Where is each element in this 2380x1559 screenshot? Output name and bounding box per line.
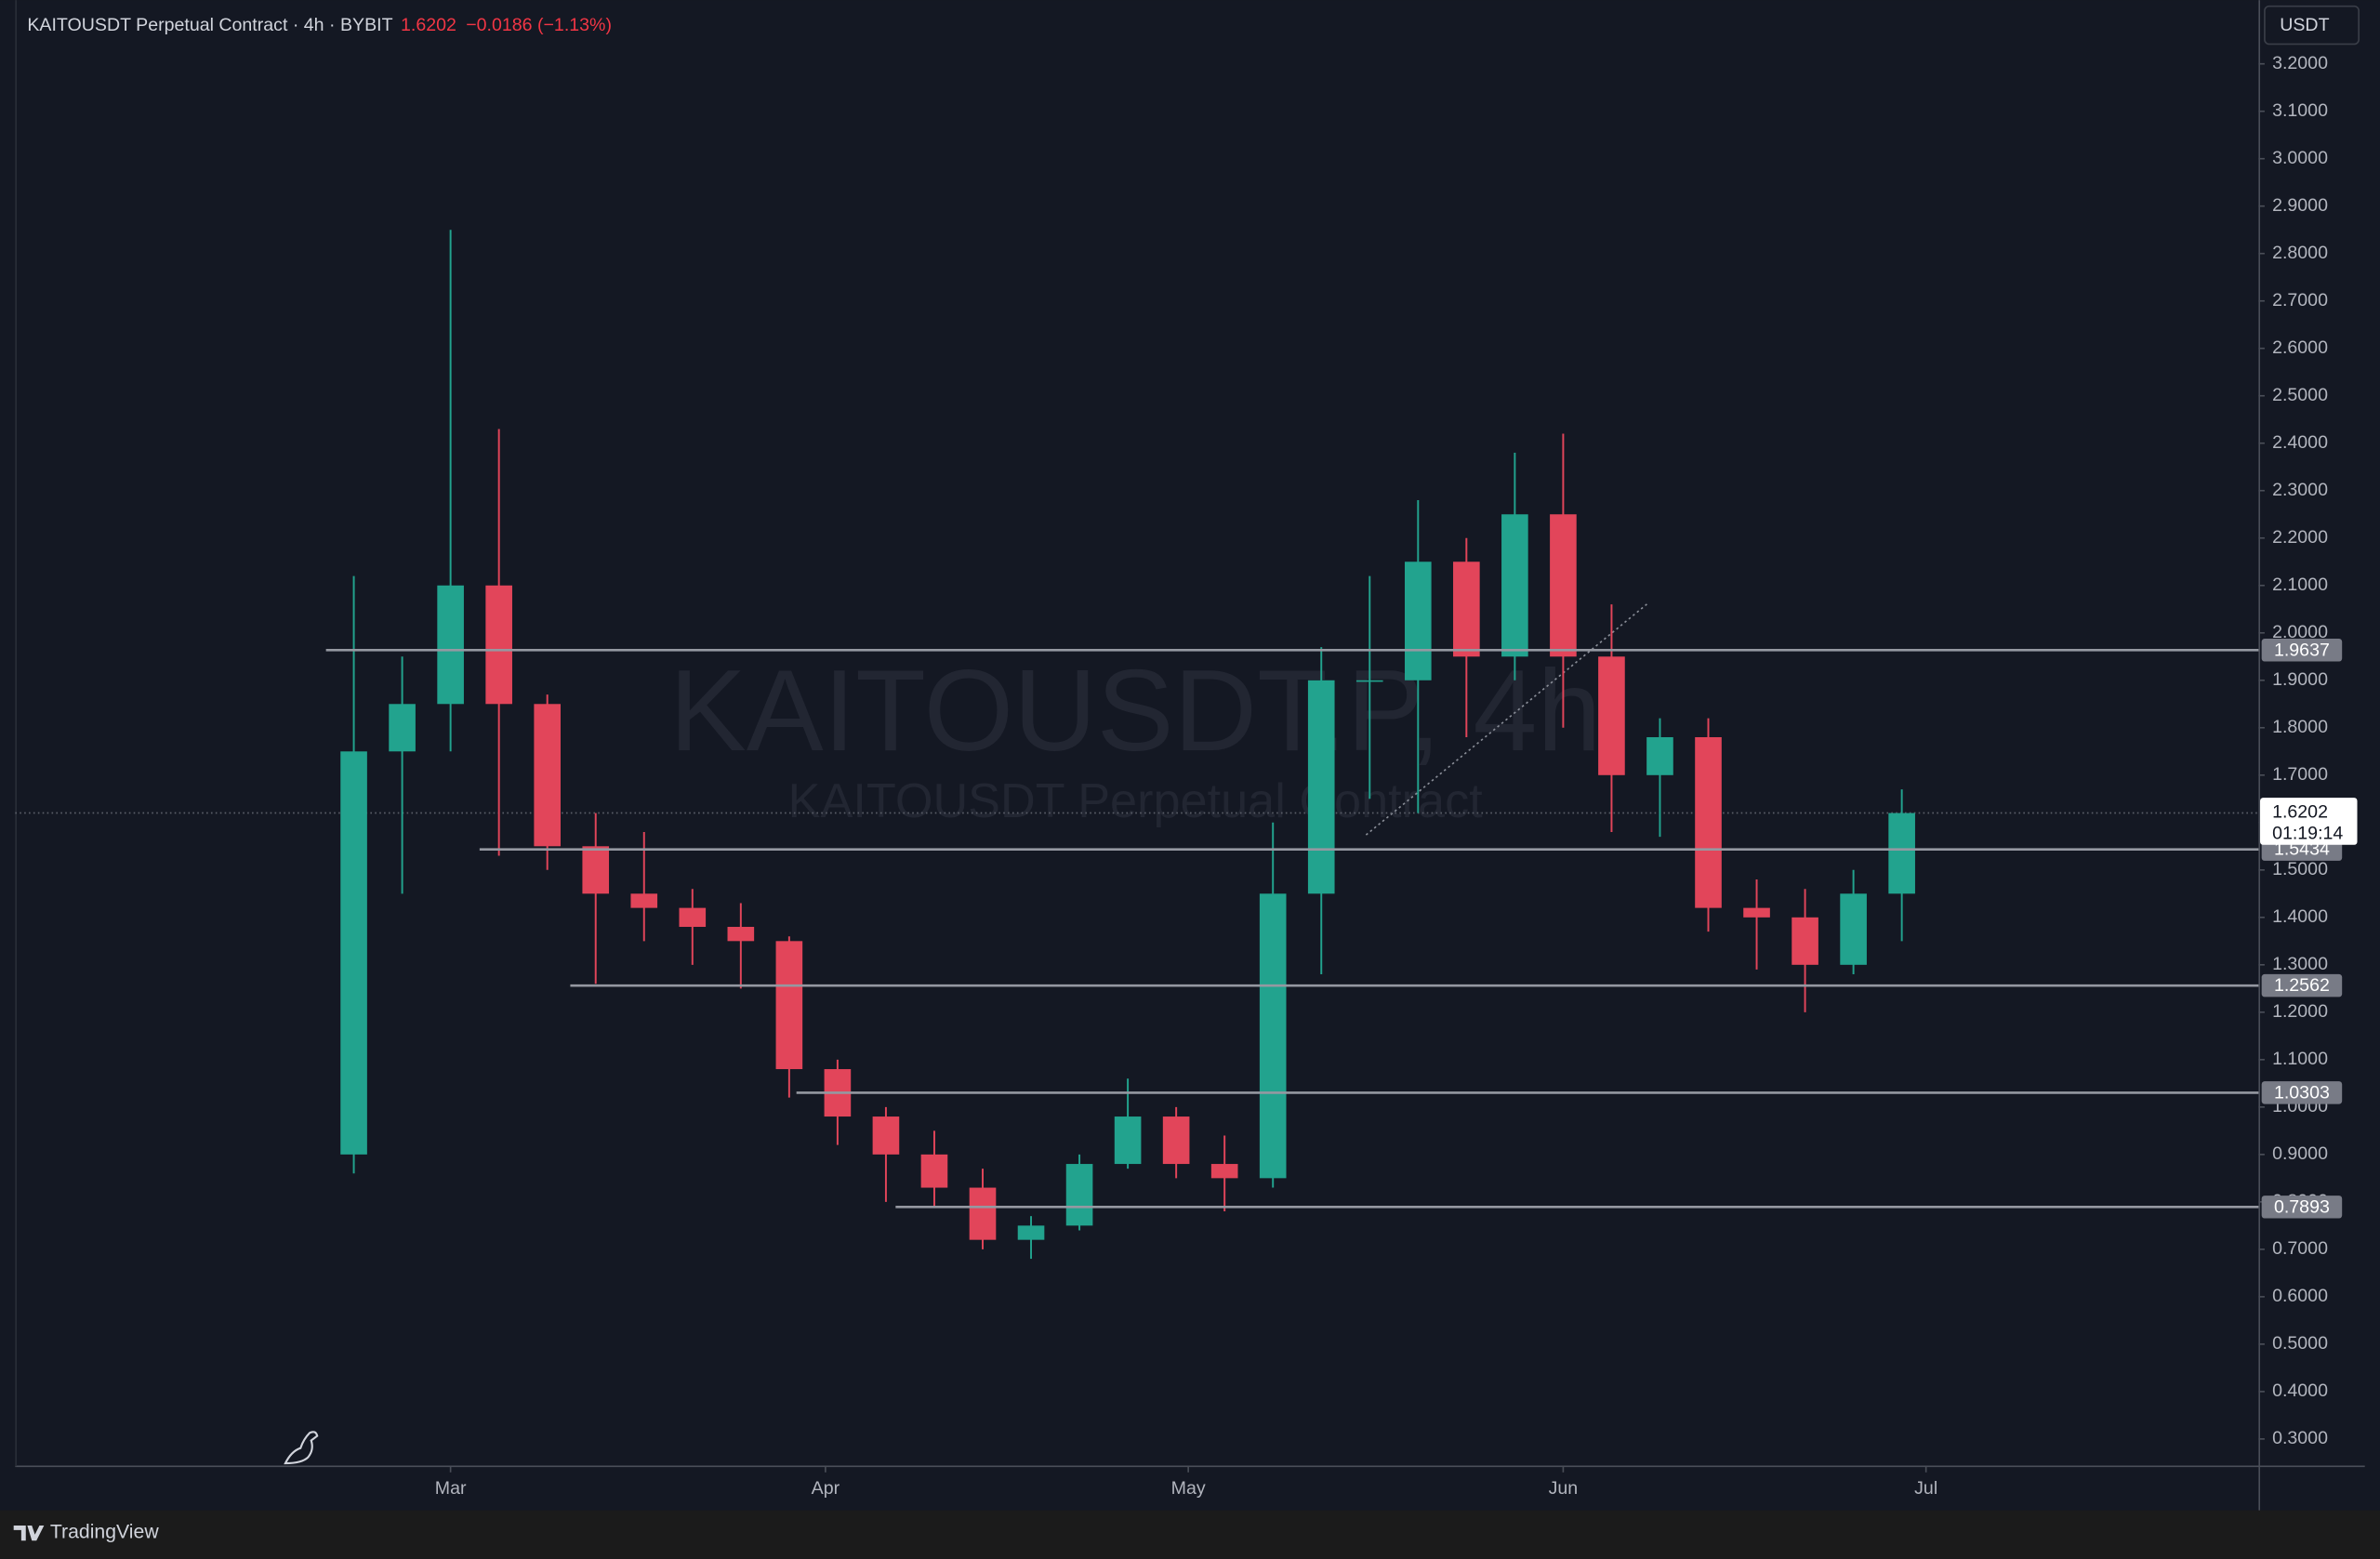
x-tick-label: Apr: [812, 1478, 840, 1499]
watermark-description: KAITOUSDT Perpetual Contract: [788, 774, 1484, 828]
y-tick-label: 2.6000: [2272, 337, 2328, 358]
level-label: 1.2562: [2274, 975, 2330, 996]
logo-mark: [13, 1525, 45, 1541]
level-label: 1.0303: [2274, 1082, 2330, 1103]
x-tick-label: May: [1171, 1478, 1206, 1499]
candle-body: [1792, 917, 1818, 965]
candle-body: [1888, 813, 1915, 894]
y-tick-label: 0.4000: [2272, 1381, 2328, 1401]
y-tick-label: 3.0000: [2272, 148, 2328, 168]
candle-body: [1598, 656, 1625, 775]
candle-body: [1355, 680, 1383, 682]
candle-body: [872, 1116, 900, 1155]
trend-line: [1365, 603, 1647, 836]
y-tick-label: 2.8000: [2272, 243, 2328, 263]
tv-logo: TradingView: [13, 1522, 159, 1543]
candle-body: [1840, 893, 1867, 965]
candle-body: [534, 704, 562, 847]
candle-body: [1162, 1116, 1190, 1165]
candle-body: [582, 846, 610, 894]
x-tick-label: Jun: [1549, 1478, 1579, 1499]
y-tick-label: 1.9000: [2272, 669, 2328, 690]
y-tick-label: 2.5000: [2272, 385, 2328, 405]
currency-button[interactable]: [2264, 5, 2360, 46]
candle-body: [1550, 514, 1577, 657]
currency-label[interactable]: USDT: [2280, 15, 2329, 35]
last-price-box: [2260, 798, 2358, 845]
y-tick-label: 1.7000: [2272, 764, 2328, 785]
last-price-label: 1.6202: [2272, 802, 2328, 823]
candle-body: [485, 585, 512, 705]
candle-body: [389, 704, 416, 752]
candle-body: [1646, 736, 1673, 775]
level-label-box: [2261, 973, 2343, 997]
candle-body: [920, 1154, 948, 1188]
y-tick-label: 0.9000: [2272, 1143, 2328, 1164]
y-tick-label: 0.3000: [2272, 1428, 2328, 1448]
brand: TradingView: [50, 1522, 159, 1543]
watermark-symbol: KAITOUSDT.P, 4h: [669, 647, 1601, 775]
countdown-label: 01:19:14: [2272, 824, 2343, 844]
level-label-box: [2261, 639, 2343, 662]
y-tick-label: 2.7000: [2272, 290, 2328, 310]
level-label: 0.7893: [2274, 1196, 2330, 1217]
candle-body: [437, 585, 464, 705]
x-tick-label: Mar: [435, 1478, 467, 1499]
y-tick-label: 1.3000: [2272, 954, 2328, 974]
candle-body: [340, 751, 367, 1155]
candle-body: [1501, 514, 1528, 657]
last-price: 1.6202: [401, 15, 456, 35]
y-tick-label: 2.1000: [2272, 575, 2328, 595]
candle-body: [1114, 1116, 1142, 1165]
y-tick-label: 1.4000: [2272, 906, 2328, 927]
mascot-icon: [284, 1431, 319, 1465]
y-tick-label: 1.1000: [2272, 1049, 2328, 1069]
y-tick-label: 0.6000: [2272, 1286, 2328, 1306]
y-tick-label: 2.4000: [2272, 432, 2328, 453]
y-tick-label: 1.8000: [2272, 717, 2328, 737]
candle-body: [775, 941, 803, 1070]
y-tick-label: 0.7000: [2272, 1238, 2328, 1259]
y-tick-label: 3.1000: [2272, 100, 2328, 121]
y-tick-label: 1.5000: [2272, 859, 2328, 879]
y-tick-label: 2.9000: [2272, 195, 2328, 216]
candle-body: [1210, 1164, 1238, 1179]
candle-body: [1695, 736, 1722, 908]
candle-body: [1307, 680, 1335, 894]
candle-body: [1017, 1225, 1045, 1240]
candle-body: [969, 1187, 997, 1240]
x-tick-label: Jul: [1914, 1478, 1937, 1499]
candle-body: [1453, 562, 1480, 657]
candle-body: [1065, 1164, 1093, 1226]
level-label-box: [2261, 1196, 2343, 1219]
y-tick-label: 3.2000: [2272, 53, 2328, 73]
y-tick-label: 0.5000: [2272, 1333, 2328, 1354]
y-tick-label: 2.3000: [2272, 480, 2328, 500]
price-change: −0.0186 (−1.13%): [466, 15, 612, 35]
candle-body: [679, 907, 707, 928]
candle-body: [1404, 562, 1432, 680]
candle-body: [1259, 893, 1287, 1179]
candle-body: [727, 927, 755, 942]
symbol-title: KAITOUSDT Perpetual Contract · 4h · BYBI…: [27, 15, 392, 35]
y-tick-label: 2.0000: [2272, 622, 2328, 642]
footer-bar: [0, 1510, 2380, 1559]
candle-body: [1743, 907, 1770, 918]
level-label-box: [2261, 1081, 2343, 1104]
level-label: 1.9637: [2274, 640, 2330, 660]
y-tick-label: 2.2000: [2272, 527, 2328, 548]
watermark: KAITOUSDT.P, 4h KAITOUSDT Perpetual Cont…: [669, 647, 1601, 828]
y-tick-label: 1.2000: [2272, 1001, 2328, 1022]
candle-body: [630, 893, 658, 908]
